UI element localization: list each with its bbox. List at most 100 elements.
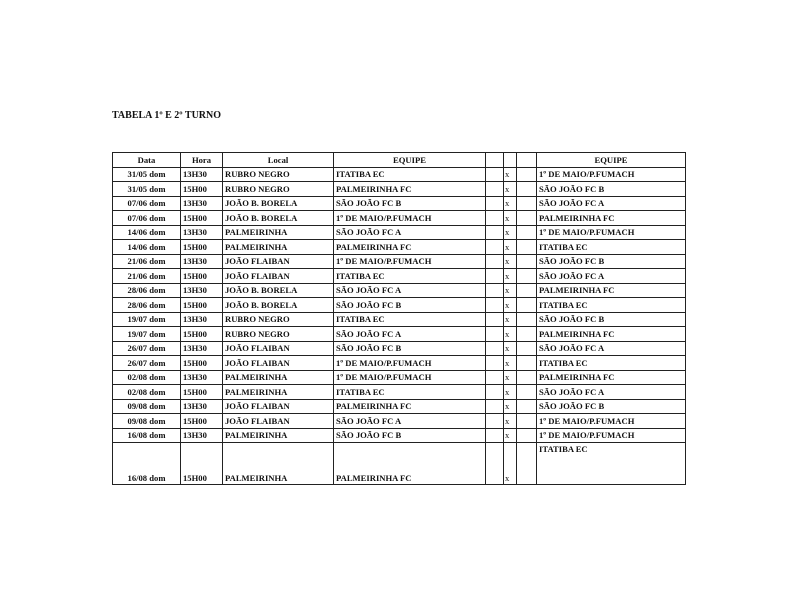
spacer-cell	[516, 181, 537, 197]
date-cell: 02/08 dom	[112, 384, 181, 400]
time-cell: 15H00	[180, 268, 223, 284]
date-cell: 26/07 dom	[112, 340, 181, 356]
spacer-cell	[516, 239, 537, 255]
table-row: 16/08 dom 13H30 PALMEIRINHA SÃO JOÃO FC B x 1…	[112, 427, 686, 443]
home-team-cell: SÃO JOÃO FC B	[333, 297, 486, 313]
home-team-cell: SÃO JOÃO FC B	[333, 195, 486, 211]
versus-cell: x	[503, 427, 517, 443]
time-cell: 13H30	[180, 311, 223, 327]
table-row: 21/06 dom 13H30 JOÃO FLAIBAN 1º DE MAIO/P.F…	[112, 253, 686, 269]
time-cell: 13H30	[180, 253, 223, 269]
versus-cell: x	[503, 413, 517, 429]
table-body: 31/05 dom 13H30 RUBRO NEGRO ITATIBA EC x 1º D…	[112, 166, 686, 485]
spacer-cell	[516, 427, 537, 443]
versus-cell: x	[503, 442, 517, 485]
table-row: 21/06 dom 15H00 JOÃO FLAIBAN ITATIBA EC x SÃO…	[112, 268, 686, 284]
versus-cell: x	[503, 311, 517, 327]
away-team-cell: ITATIBA EC	[536, 442, 686, 485]
home-team-cell: ITATIBA EC	[333, 268, 486, 284]
venue-cell: JOÃO FLAIBAN	[222, 253, 334, 269]
date-cell: 19/07 dom	[112, 311, 181, 327]
home-team-cell: 1º DE MAIO/P.FUMACH	[333, 369, 486, 385]
time-cell: 15H00	[180, 181, 223, 197]
time-cell: 15H00	[180, 297, 223, 313]
home-team-cell: 1º DE MAIO/P.FUMACH	[333, 253, 486, 269]
table-row: 31/05 dom 13H30 RUBRO NEGRO ITATIBA EC x 1º D…	[112, 166, 686, 182]
header-cell	[516, 152, 537, 168]
date-cell: 16/08 dom	[112, 442, 181, 485]
away-team-cell: SÃO JOÃO FC A	[536, 384, 686, 400]
versus-cell: x	[503, 326, 517, 342]
home-team-cell: ITATIBA EC	[333, 384, 486, 400]
header-cell: Local	[222, 152, 334, 168]
spacer-cell	[485, 311, 504, 327]
venue-cell: RUBRO NEGRO	[222, 166, 334, 182]
time-cell: 13H30	[180, 369, 223, 385]
table-row: 28/06 dom 13H30 JOÃO B. BORELA SÃO JOÃO FC …	[112, 282, 686, 298]
home-team-cell: PALMEIRINHA FC	[333, 239, 486, 255]
spacer-cell	[516, 355, 537, 371]
venue-cell: RUBRO NEGRO	[222, 311, 334, 327]
venue-cell: JOÃO FLAIBAN	[222, 355, 334, 371]
header-row: Data Hora Local EQUIPE EQUIPE	[112, 152, 686, 168]
date-cell: 14/06 dom	[112, 239, 181, 255]
time-cell: 13H30	[180, 398, 223, 414]
spacer-cell	[485, 413, 504, 429]
venue-cell: PALMEIRINHA	[222, 224, 334, 240]
versus-cell: x	[503, 340, 517, 356]
spacer-cell	[516, 340, 537, 356]
table-row: 19/07 dom 13H30 RUBRO NEGRO ITATIBA EC x SÃO …	[112, 311, 686, 327]
table-row: 14/06 dom 15H00 PALMEIRINHA PALMEIRINHA FC x…	[112, 239, 686, 255]
spacer-cell	[485, 210, 504, 226]
date-cell: 09/08 dom	[112, 413, 181, 429]
away-team-cell: 1º DE MAIO/P.FUMACH	[536, 166, 686, 182]
time-cell: 15H00	[180, 326, 223, 342]
spacer-cell	[485, 181, 504, 197]
versus-cell: x	[503, 355, 517, 371]
versus-cell: x	[503, 398, 517, 414]
versus-cell: x	[503, 224, 517, 240]
spacer-cell	[485, 340, 504, 356]
spacer-cell	[485, 297, 504, 313]
header-cell	[503, 152, 517, 168]
versus-cell: x	[503, 195, 517, 211]
spacer-cell	[485, 268, 504, 284]
spacer-cell	[485, 166, 504, 182]
versus-cell: x	[503, 297, 517, 313]
venue-cell: JOÃO B. BORELA	[222, 297, 334, 313]
versus-cell: x	[503, 282, 517, 298]
away-team-cell: 1º DE MAIO/P.FUMACH	[536, 413, 686, 429]
away-team-cell: 1º DE MAIO/P.FUMACH	[536, 224, 686, 240]
time-cell: 15H00	[180, 384, 223, 400]
versus-cell: x	[503, 239, 517, 255]
venue-cell: JOÃO FLAIBAN	[222, 413, 334, 429]
venue-cell: PALMEIRINHA	[222, 427, 334, 443]
spacer-cell	[516, 195, 537, 211]
spacer-cell	[485, 369, 504, 385]
away-team-cell: PALMEIRINHA FC	[536, 210, 686, 226]
spacer-cell	[485, 355, 504, 371]
date-cell: 07/06 dom	[112, 195, 181, 211]
spacer-cell	[516, 253, 537, 269]
venue-cell: PALMEIRINHA	[222, 384, 334, 400]
date-cell: 28/06 dom	[112, 297, 181, 313]
home-team-cell: 1º DE MAIO/P.FUMACH	[333, 355, 486, 371]
header-cell: EQUIPE	[333, 152, 486, 168]
header-cell: EQUIPE	[536, 152, 686, 168]
spacer-cell	[485, 253, 504, 269]
spacer-cell	[485, 282, 504, 298]
header-cell	[485, 152, 504, 168]
away-team-cell: SÃO JOÃO FC B	[536, 311, 686, 327]
home-team-cell: SÃO JOÃO FC B	[333, 427, 486, 443]
spacer-cell	[485, 384, 504, 400]
spacer-cell	[485, 326, 504, 342]
spacer-cell	[516, 413, 537, 429]
table-row: 07/06 dom 15H00 JOÃO B. BORELA 1º DE MAIO/P…	[112, 210, 686, 226]
home-team-cell: SÃO JOÃO FC A	[333, 224, 486, 240]
away-team-cell: PALMEIRINHA FC	[536, 282, 686, 298]
date-cell: 21/06 dom	[112, 253, 181, 269]
venue-cell: PALMEIRINHA	[222, 239, 334, 255]
home-team-cell: SÃO JOÃO FC A	[333, 413, 486, 429]
date-cell: 19/07 dom	[112, 326, 181, 342]
spacer-cell	[516, 268, 537, 284]
